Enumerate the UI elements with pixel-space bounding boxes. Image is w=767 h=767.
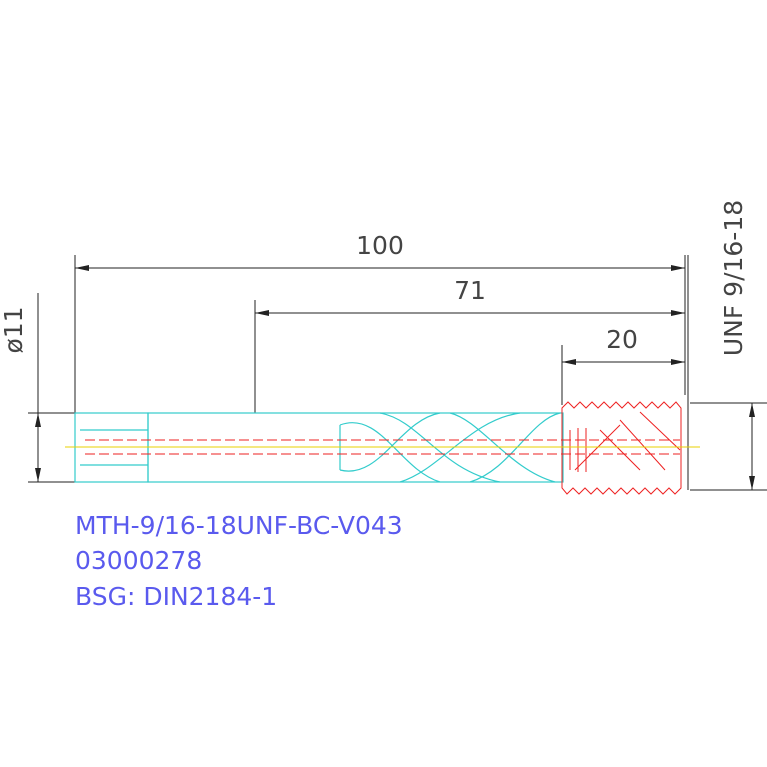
dimension-text: 20 [606,325,638,354]
label-line: 03000278 [75,546,202,575]
dimension-text: ø11 [0,306,28,353]
label-line: BSG: DIN2184-1 [75,582,277,611]
dimension-text: 100 [356,231,404,260]
dimension-text: UNF 9/16-18 [719,200,748,356]
label-line: MTH-9/16-18UNF-BC-V043 [75,511,403,540]
dimension-text: 71 [454,276,486,305]
tool [65,401,700,495]
